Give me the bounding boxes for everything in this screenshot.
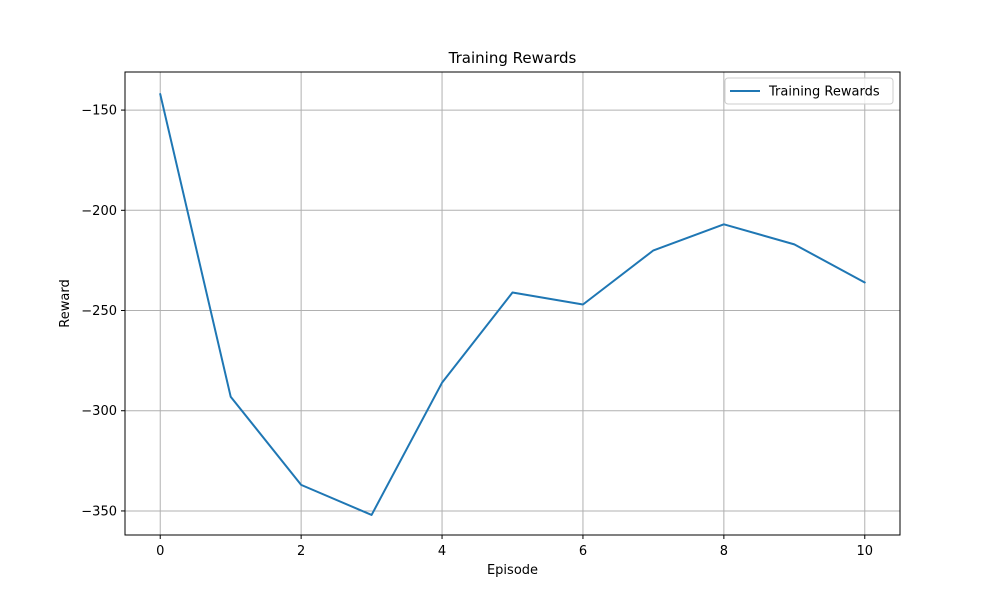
- y-tick-label: −150: [81, 104, 117, 119]
- x-tick-label: 8: [720, 544, 728, 559]
- axis-ticks: 0 2 4 6 8 10 −350 −300 −250 −200 −150: [81, 104, 873, 559]
- x-axis-label: Episode: [487, 563, 538, 578]
- y-tick-label: −250: [81, 304, 117, 319]
- plot-frame: [124, 71, 901, 536]
- x-tick-label: 4: [438, 544, 446, 559]
- legend-box: [724, 77, 894, 105]
- series-layer: [159, 93, 866, 516]
- legend: Training Rewards: [724, 77, 894, 105]
- y-tick-label: −300: [81, 404, 117, 419]
- x-tick-label: 2: [297, 544, 305, 559]
- x-tick-label: 0: [156, 544, 164, 559]
- y-axis-label: Reward: [58, 279, 73, 327]
- x-tick-label: 10: [856, 544, 873, 559]
- grid-lines: [125, 72, 900, 535]
- y-tick-label: −350: [81, 504, 117, 519]
- y-tick-label: −200: [81, 204, 117, 219]
- legend-label: Training Rewards: [768, 85, 880, 100]
- x-tick-label: 6: [579, 544, 587, 559]
- chart-title: Training Rewards: [448, 49, 577, 67]
